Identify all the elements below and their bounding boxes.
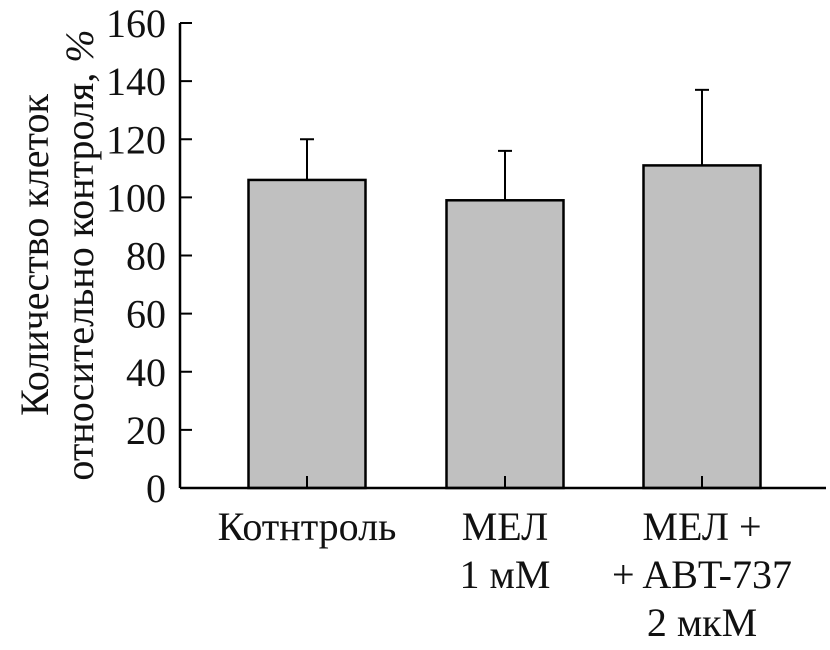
y-axis-title-line-2: относительно контроля, % [57,29,102,480]
bar-1 [445,199,565,490]
y-tick-label-3: 60 [126,292,166,337]
y-tick-label-5: 100 [106,175,166,220]
y-tick-label-7: 140 [106,59,166,104]
x-category-label-2-line-2: 2 мкМ [647,600,757,645]
y-axis-title-line-1: Количество клеток [12,94,57,416]
y-tick-label-2: 40 [126,350,166,395]
y-tick-label-8: 160 [106,1,166,46]
y-tick-label-4: 80 [126,234,166,279]
y-axis-unit: % [57,29,102,62]
y-axis-title: Количество клеток относительно контроля,… [12,29,102,480]
x-category-label-0-line-0: Котнтроль [218,504,397,549]
x-category-label-2-line-0: МЕЛ + [642,504,761,549]
x-category-label-1-line-1: 1 мМ [460,552,551,597]
y-tick-label-1: 20 [126,408,166,453]
y-axis-title-line-2-text: относительно контроля, [57,63,102,481]
y-ticks: 0 20 40 60 80 100 120 140 160 [106,1,192,511]
bar-2 [642,164,762,490]
error-bars [300,88,709,201]
x-category-label-1-line-0: МЕЛ [462,504,549,549]
bars [247,164,762,490]
bar-0 [247,178,367,490]
x-category-label-2-line-1: + ABT-737 [612,552,792,597]
y-tick-label-6: 120 [106,117,166,162]
y-tick-label-0: 0 [146,466,166,511]
